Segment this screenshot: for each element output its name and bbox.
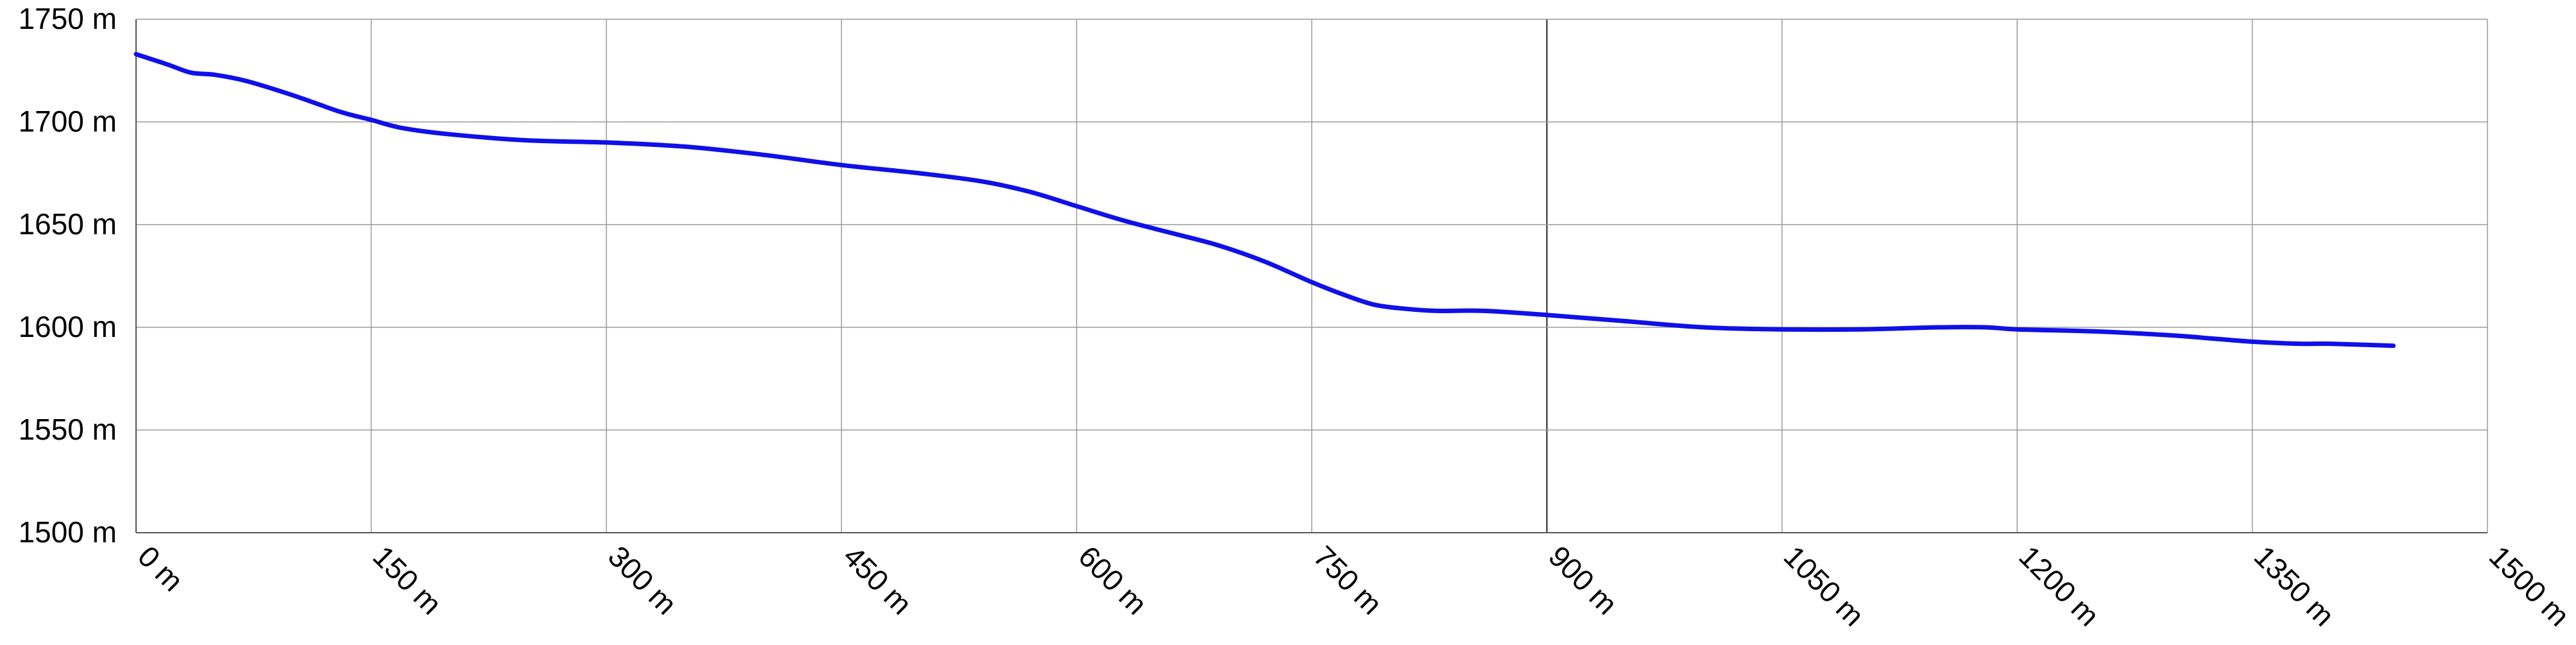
x-tick-label: 750 m [1307,539,1389,621]
elevation-series-line [136,54,2393,345]
x-tick-label: 300 m [602,539,683,621]
x-tick-label: 900 m [1542,539,1624,621]
y-tick-label: 1600 m [19,310,117,343]
grid [136,19,2487,533]
x-tick-label: 1350 m [2248,539,2341,632]
x-tick-label: 600 m [1072,539,1154,621]
x-tick-label: 450 m [837,539,918,621]
tick-labels: 0 m 150 m 300 m 450 m 600 m 750 m 900 m 1050 m 1… [19,2,2576,633]
y-tick-label: 1750 m [19,2,117,35]
y-tick-label: 1550 m [19,413,117,446]
y-tick-label: 1700 m [19,105,117,138]
x-tick-label: 1500 m [2483,539,2576,632]
x-tick-label: 0 m [132,539,190,598]
x-tick-label: 1200 m [2013,539,2106,632]
series-layer [136,54,2393,345]
x-tick-label: 1050 m [1778,539,1871,632]
y-tick-label: 1650 m [19,207,117,241]
y-tick-label: 1500 m [19,515,117,549]
x-tick-label: 150 m [366,539,448,621]
